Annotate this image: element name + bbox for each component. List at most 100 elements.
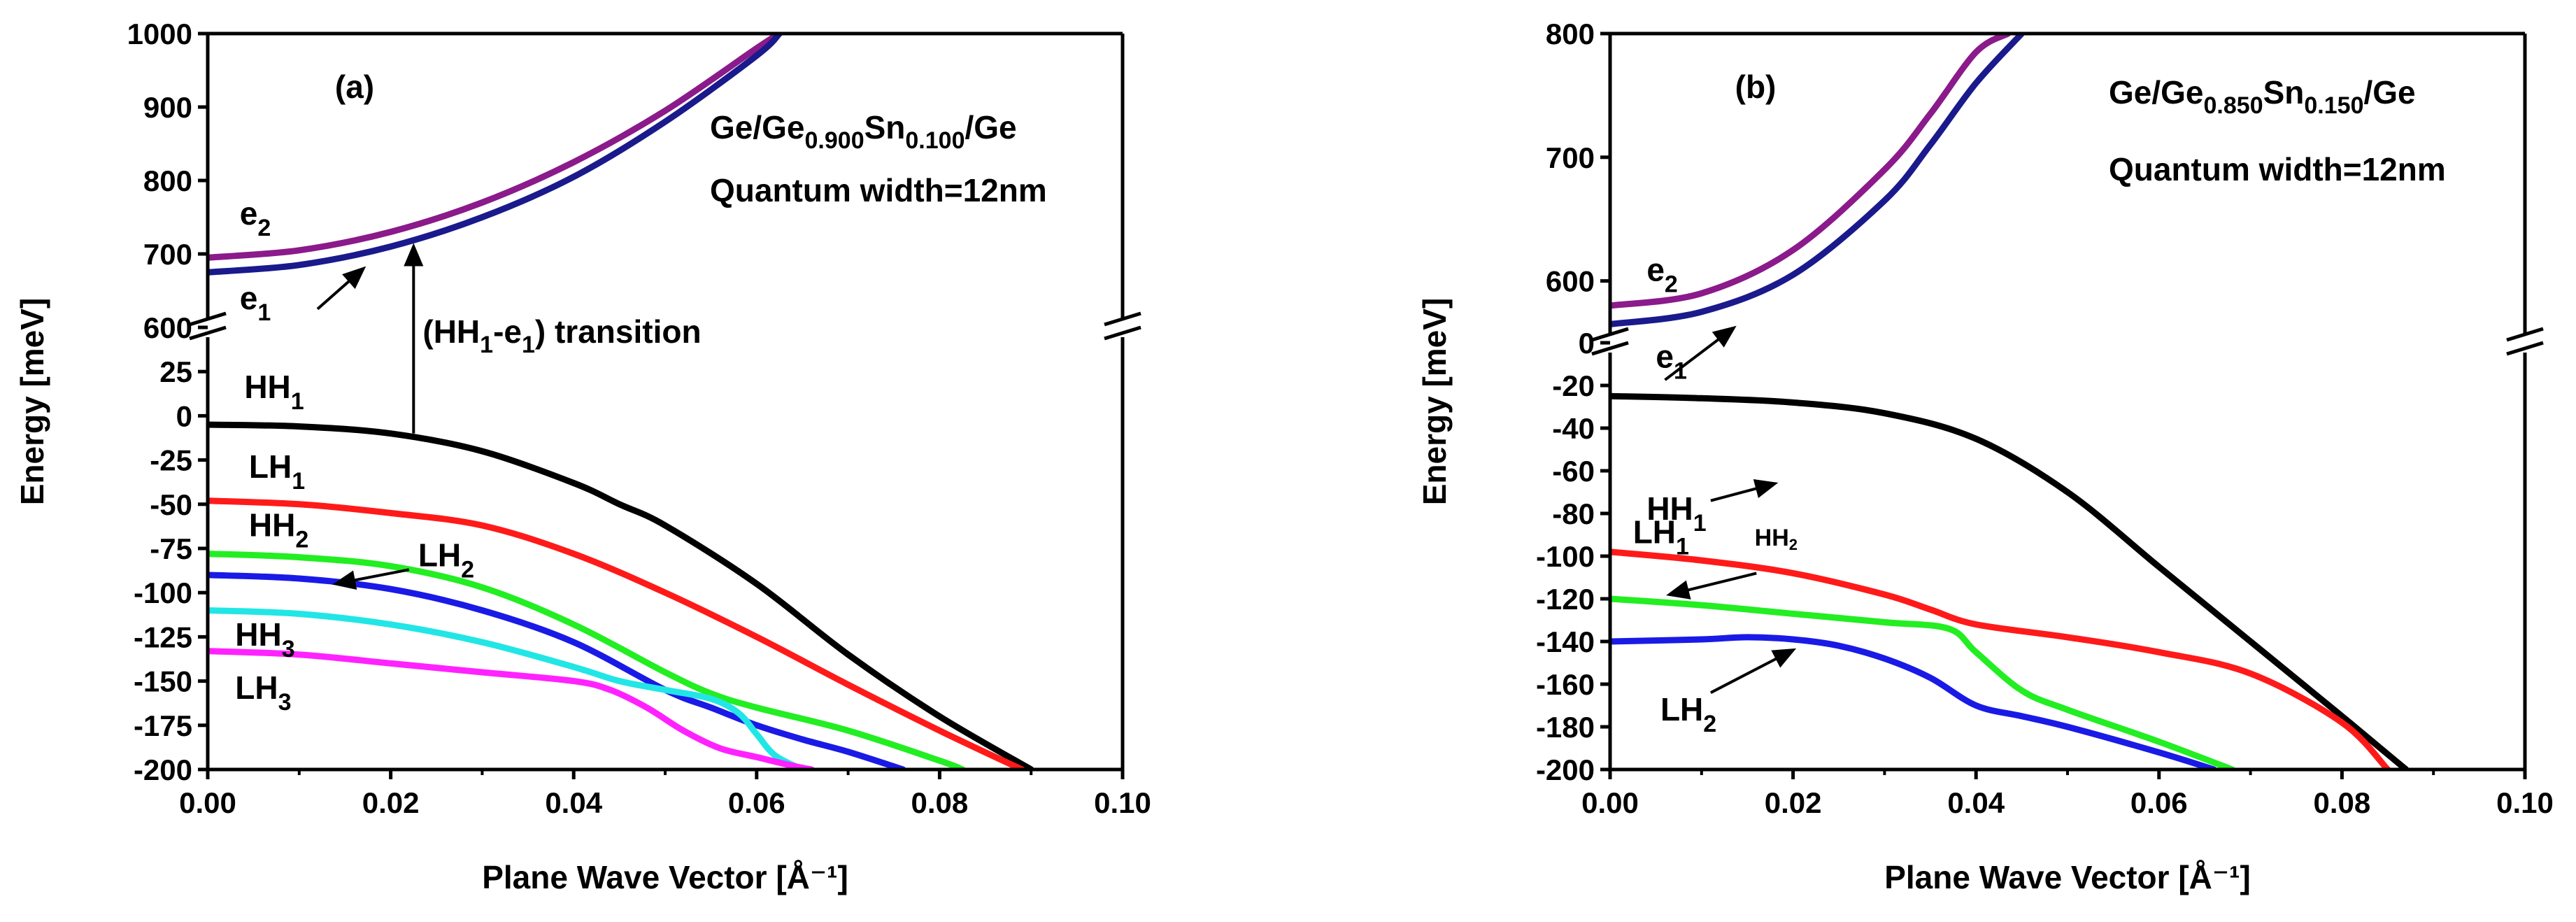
x-tick-label: 0.06 xyxy=(728,786,785,819)
annotation-text: Quantum width=12nm xyxy=(710,172,1047,208)
pointer-arrow-head xyxy=(1666,580,1691,600)
series-line-lh1 xyxy=(1610,548,2391,769)
annotation-arrows xyxy=(316,243,424,590)
axis-break-mark xyxy=(1591,327,1629,342)
x-tick-label: 0.02 xyxy=(1765,786,1822,819)
curve-label-name: HH xyxy=(249,506,295,543)
curve-label-name: e xyxy=(1656,338,1674,374)
y-tick-label: -120 xyxy=(1536,583,1595,616)
x-tick-label: 0.10 xyxy=(1094,786,1151,819)
series-line-lh1 xyxy=(208,497,1025,769)
y-tick-label: 800 xyxy=(143,164,192,197)
transition-label-part: 1 xyxy=(522,332,535,358)
y-tick-label: -160 xyxy=(1536,668,1595,701)
pointer-arrow-head xyxy=(1771,648,1797,668)
x-tick-label: 0.02 xyxy=(362,786,420,819)
curve-label-name: LH xyxy=(235,669,278,706)
annotation-text: Quantum width=12nm xyxy=(2109,151,2446,187)
series-line-e1 xyxy=(208,34,783,276)
curve-label-name: HH xyxy=(235,616,281,653)
panel-label: (a) xyxy=(335,69,374,105)
series-line-hh2 xyxy=(1610,595,2235,769)
y-tick-label: -75 xyxy=(150,532,192,565)
axes-frame xyxy=(189,31,1141,772)
y-tick-label: -100 xyxy=(134,576,192,609)
chart-panel-a: 0.00 0.02 0.04 0.06 0.08 0.10 600 700 800 900 1000… xyxy=(14,17,1151,895)
chart-panel-b: 0.00 0.02 0.04 0.06 0.08 0.10600700800-200-18… xyxy=(1416,17,2554,895)
series-line-lh2 xyxy=(1610,634,2217,769)
axis-break-mark xyxy=(189,325,227,341)
curve-label: LH2 xyxy=(418,537,474,583)
curve-label: HH2 xyxy=(1755,525,1798,553)
series-line-hh3 xyxy=(208,607,806,769)
y-tick-label: 700 xyxy=(1546,141,1595,174)
y-tick-label: 800 xyxy=(1546,17,1595,50)
curve-label: LH3 xyxy=(235,669,291,716)
annotation-text-part: /Ge xyxy=(965,109,1016,146)
axis-break-mark xyxy=(189,311,227,327)
curve-label-name: LH xyxy=(418,537,461,573)
series-line-e2 xyxy=(208,34,783,261)
y-tick-label: 1000 xyxy=(127,17,192,50)
annotation-text-part: 0.100 xyxy=(905,127,965,154)
y-tick-label: 600 xyxy=(1546,265,1595,298)
annotation-text: Ge/Ge0.900Sn0.100/Ge xyxy=(710,109,1017,154)
axis-break-mark xyxy=(2506,341,2544,356)
curve-label: e1 xyxy=(240,280,271,326)
annotation-text-part: 0.900 xyxy=(805,127,864,154)
curve-label: LH1 xyxy=(249,448,305,495)
curve-label: HH3 xyxy=(235,616,294,662)
y-tick-label: -50 xyxy=(150,488,192,521)
axis-break-mark xyxy=(1591,341,1629,356)
series-line-hh1 xyxy=(1610,392,2410,769)
curve-label-sub: 2 xyxy=(295,526,308,553)
transition-label-part: -e xyxy=(493,313,522,350)
series-line-lh3 xyxy=(208,648,815,769)
curve-label-sub: 1 xyxy=(292,468,305,495)
y-tick-label: 600 xyxy=(143,311,192,344)
y-tick-label: -175 xyxy=(134,709,192,742)
x-tick-label: 0.00 xyxy=(179,786,236,819)
axis-break-mark xyxy=(2506,327,2544,342)
y-tick-label: -125 xyxy=(134,620,192,653)
curve-label: HH1 xyxy=(1646,490,1706,537)
axis-break-mark xyxy=(1104,311,1141,327)
annotation-text-part: Sn xyxy=(2263,74,2305,111)
y-tick-label: -200 xyxy=(1536,753,1595,786)
y-tick-label: 25 xyxy=(159,355,192,388)
annotation-text-part: /Ge xyxy=(2363,74,2415,111)
y-tick-label: -25 xyxy=(150,444,192,477)
x-tick-label: 0.08 xyxy=(2314,786,2371,819)
curve-label-sub: 3 xyxy=(282,636,295,662)
panel-label: (b) xyxy=(1735,69,1777,105)
curve-label-name: HH xyxy=(244,369,290,405)
x-tick-label: 0.04 xyxy=(1947,786,2005,819)
series-line-e1 xyxy=(1610,34,2026,327)
y-tick-label: 900 xyxy=(143,91,192,124)
annotation-text-part: Ge/Ge xyxy=(2109,74,2204,111)
y-tick-label: -60 xyxy=(1552,455,1595,488)
x-tick-label: 0.04 xyxy=(545,786,602,819)
y-tick-label: -100 xyxy=(1536,540,1595,573)
x-tick-label: 0.08 xyxy=(911,786,969,819)
curve-label: LH2 xyxy=(1660,691,1716,737)
y-tick-label: 700 xyxy=(143,238,192,271)
axis-break-mark xyxy=(1104,325,1141,341)
y-tick-label: -140 xyxy=(1536,625,1595,658)
x-tick-label: 0.00 xyxy=(1581,786,1639,819)
curve-label-sub: 2 xyxy=(1665,271,1678,298)
y-tick-label: 0 xyxy=(1579,327,1595,360)
y-tick-label: -80 xyxy=(1552,497,1595,530)
x-axis-label: Plane Wave Vector [Å⁻¹] xyxy=(482,859,848,895)
curve-label: HH1 xyxy=(244,369,304,415)
annotation-text: Ge/Ge0.850Sn0.150/Ge xyxy=(2109,74,2416,119)
annotation-text-part: Quantum width=12nm xyxy=(2109,151,2446,187)
y-tick-label: -150 xyxy=(134,665,192,698)
x-tick-label: 0.06 xyxy=(2130,786,2188,819)
curve-label-name: e xyxy=(240,280,258,316)
curve-label-name: LH xyxy=(249,448,292,485)
transition-label-part: 1 xyxy=(480,332,493,358)
annotation-arrows xyxy=(1664,325,1797,694)
